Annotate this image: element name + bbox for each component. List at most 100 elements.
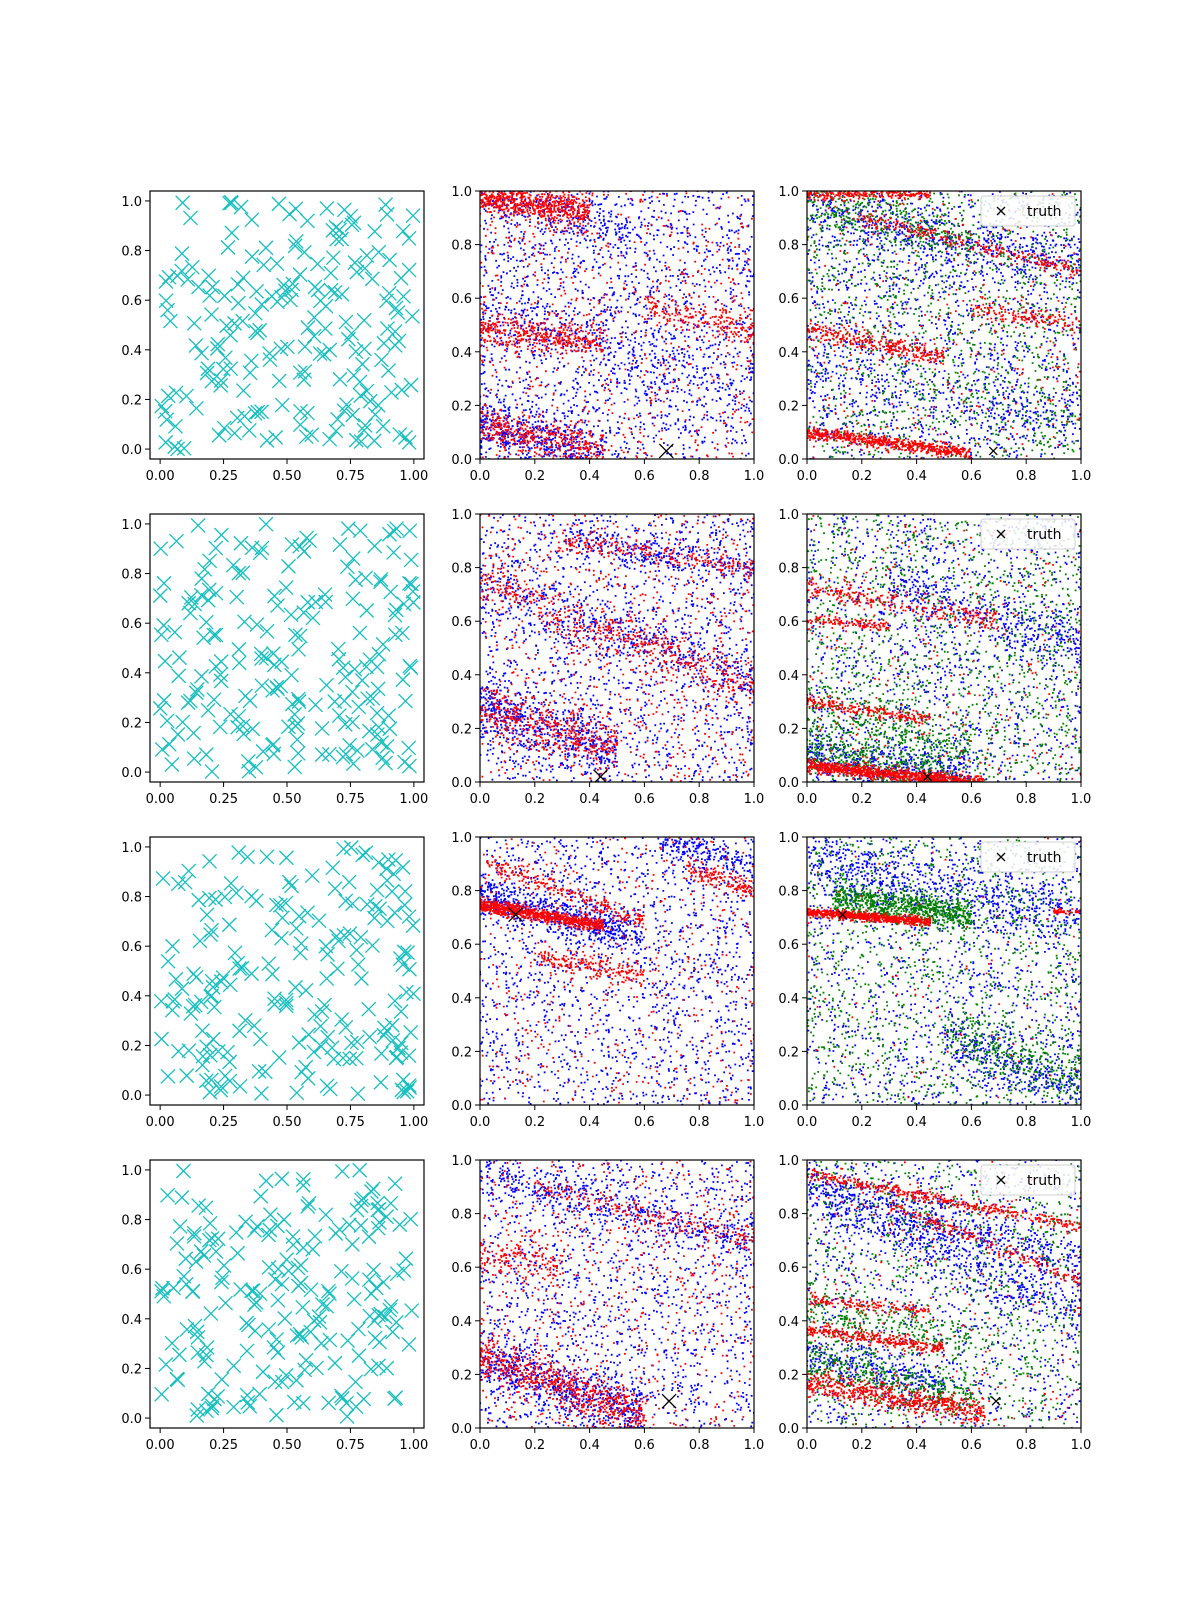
sample-x-marker bbox=[391, 333, 407, 349]
sample-x-marker bbox=[376, 335, 392, 351]
sample-x-marker bbox=[230, 276, 246, 292]
sample-x-marker bbox=[206, 627, 222, 643]
sample-x-marker bbox=[237, 614, 252, 630]
subplot-r1-c1: 0.00 0.25 0.50 0.75 1.00 0.0 0.2 0.4 0.6 0.8 1.0 bbox=[121, 190, 428, 484]
sample-x-marker bbox=[262, 1222, 278, 1238]
sample-x-marker bbox=[186, 1228, 202, 1244]
sample-x-marker bbox=[280, 719, 296, 735]
sample-x-marker bbox=[262, 345, 278, 361]
sample-x-marker bbox=[344, 217, 360, 233]
sample-x-marker bbox=[223, 195, 239, 211]
truth-marker bbox=[838, 910, 848, 920]
sample-x-marker bbox=[292, 417, 308, 433]
sample-x-marker bbox=[235, 718, 251, 734]
sample-x-marker bbox=[203, 989, 219, 1005]
sample-x-marker bbox=[198, 1403, 214, 1419]
sample-x-marker bbox=[301, 1027, 317, 1043]
sample-x-marker bbox=[314, 721, 330, 736]
sample-x-marker bbox=[274, 930, 289, 946]
sample-x-marker bbox=[160, 302, 176, 318]
sample-x-marker bbox=[291, 908, 307, 924]
sample-x-marker bbox=[373, 1046, 389, 1061]
sample-x-marker bbox=[292, 267, 308, 283]
x-tick-label: 0.0 bbox=[470, 469, 491, 484]
x-tick-label: 1.00 bbox=[399, 469, 428, 484]
sample-x-marker bbox=[165, 938, 180, 954]
sample-x-marker bbox=[343, 1035, 359, 1051]
sample-x-marker bbox=[242, 693, 258, 709]
sample-x-marker bbox=[213, 1078, 229, 1094]
sample-x-marker bbox=[155, 870, 171, 886]
sample-x-marker bbox=[363, 1286, 379, 1302]
sample-x-marker bbox=[178, 1251, 194, 1267]
sample-x-marker bbox=[277, 1311, 293, 1326]
sample-x-marker bbox=[217, 889, 233, 905]
sample-x-marker bbox=[296, 544, 312, 559]
x-tick-label: 0.75 bbox=[336, 1438, 365, 1453]
axes-frame bbox=[479, 190, 755, 460]
sample-x-marker bbox=[248, 893, 264, 909]
sample-x-marker bbox=[347, 661, 363, 677]
sample-x-marker bbox=[167, 418, 183, 434]
sample-x-marker bbox=[171, 668, 187, 684]
sample-x-marker bbox=[266, 1340, 282, 1355]
sample-x-marker bbox=[252, 1031, 268, 1047]
sample-x-marker bbox=[395, 1072, 411, 1088]
y-tick-label: 0.6 bbox=[778, 292, 799, 307]
y-tick-label: 0.8 bbox=[778, 562, 799, 577]
sample-x-marker bbox=[178, 388, 194, 404]
x-tick-label: 0.2 bbox=[851, 1115, 872, 1130]
sample-x-marker bbox=[398, 693, 413, 709]
y-tick-label: 1.0 bbox=[121, 195, 142, 210]
subplot-r4-c2: 0.0 0.2 0.4 0.6 0.8 1.0 0.0 0.2 0.4 0.6 0.8 1.0 bbox=[451, 1154, 764, 1453]
sample-x-marker bbox=[269, 256, 285, 272]
sample-x-marker bbox=[227, 425, 243, 441]
sample-x-marker bbox=[353, 1218, 369, 1233]
subplot-r4-c1: 0.00 0.25 0.50 0.75 1.00 0.0 0.2 0.4 0.6 0.8 1.0 bbox=[121, 1159, 428, 1453]
sample-x-marker bbox=[312, 346, 328, 361]
sample-x-marker bbox=[325, 860, 341, 876]
sample-x-marker bbox=[288, 233, 304, 249]
sample-x-marker bbox=[395, 672, 411, 688]
sample-x-marker bbox=[345, 896, 360, 912]
subplot-r1-c3: 0.0 0.2 0.4 0.6 0.8 1.0 0.0 0.2 0.4 0.6 0.8 1.0 trut… bbox=[778, 185, 1091, 484]
sample-x-marker bbox=[202, 1215, 218, 1231]
sample-x-marker bbox=[405, 918, 421, 934]
y-tick-label: 1.0 bbox=[451, 1154, 472, 1169]
sample-x-marker bbox=[376, 1027, 392, 1043]
sample-x-marker bbox=[286, 1394, 302, 1410]
y-tick-label: 1.0 bbox=[778, 508, 799, 523]
sample-x-marker bbox=[214, 1270, 230, 1286]
sample-x-marker bbox=[261, 1227, 276, 1243]
sample-x-marker bbox=[298, 1352, 314, 1368]
sample-x-marker bbox=[154, 1283, 169, 1299]
sample-x-marker bbox=[401, 434, 417, 450]
sample-x-marker bbox=[196, 1353, 212, 1369]
sample-x-marker bbox=[249, 1218, 265, 1234]
sample-x-marker bbox=[247, 305, 263, 321]
sample-x-marker bbox=[229, 589, 245, 605]
sample-x-marker bbox=[402, 523, 418, 539]
y-tick-label: 0.4 bbox=[451, 1315, 472, 1330]
sample-x-marker bbox=[203, 927, 219, 942]
sample-x-marker bbox=[351, 699, 367, 715]
y-tick-label: 0.4 bbox=[451, 992, 472, 1007]
sample-x-marker bbox=[297, 339, 313, 355]
y-tick-label: 0.8 bbox=[778, 1208, 799, 1223]
sample-x-marker bbox=[338, 314, 354, 330]
sample-x-marker bbox=[331, 1222, 347, 1237]
sample-x-marker bbox=[196, 630, 212, 646]
sample-x-marker bbox=[333, 1263, 349, 1279]
sample-x-marker bbox=[381, 526, 397, 542]
series-points bbox=[480, 837, 754, 1105]
sample-x-marker bbox=[164, 757, 180, 773]
sample-x-marker bbox=[371, 1307, 387, 1323]
sample-x-marker bbox=[160, 1187, 176, 1203]
x-tick-label: 0.2 bbox=[524, 469, 545, 484]
sample-x-marker bbox=[304, 868, 320, 884]
sample-x-marker bbox=[233, 535, 249, 551]
sample-x-marker bbox=[273, 341, 289, 357]
y-tick-label: 0.6 bbox=[451, 1261, 472, 1276]
sample-x-marker bbox=[331, 651, 347, 667]
sample-x-marker bbox=[244, 212, 260, 228]
